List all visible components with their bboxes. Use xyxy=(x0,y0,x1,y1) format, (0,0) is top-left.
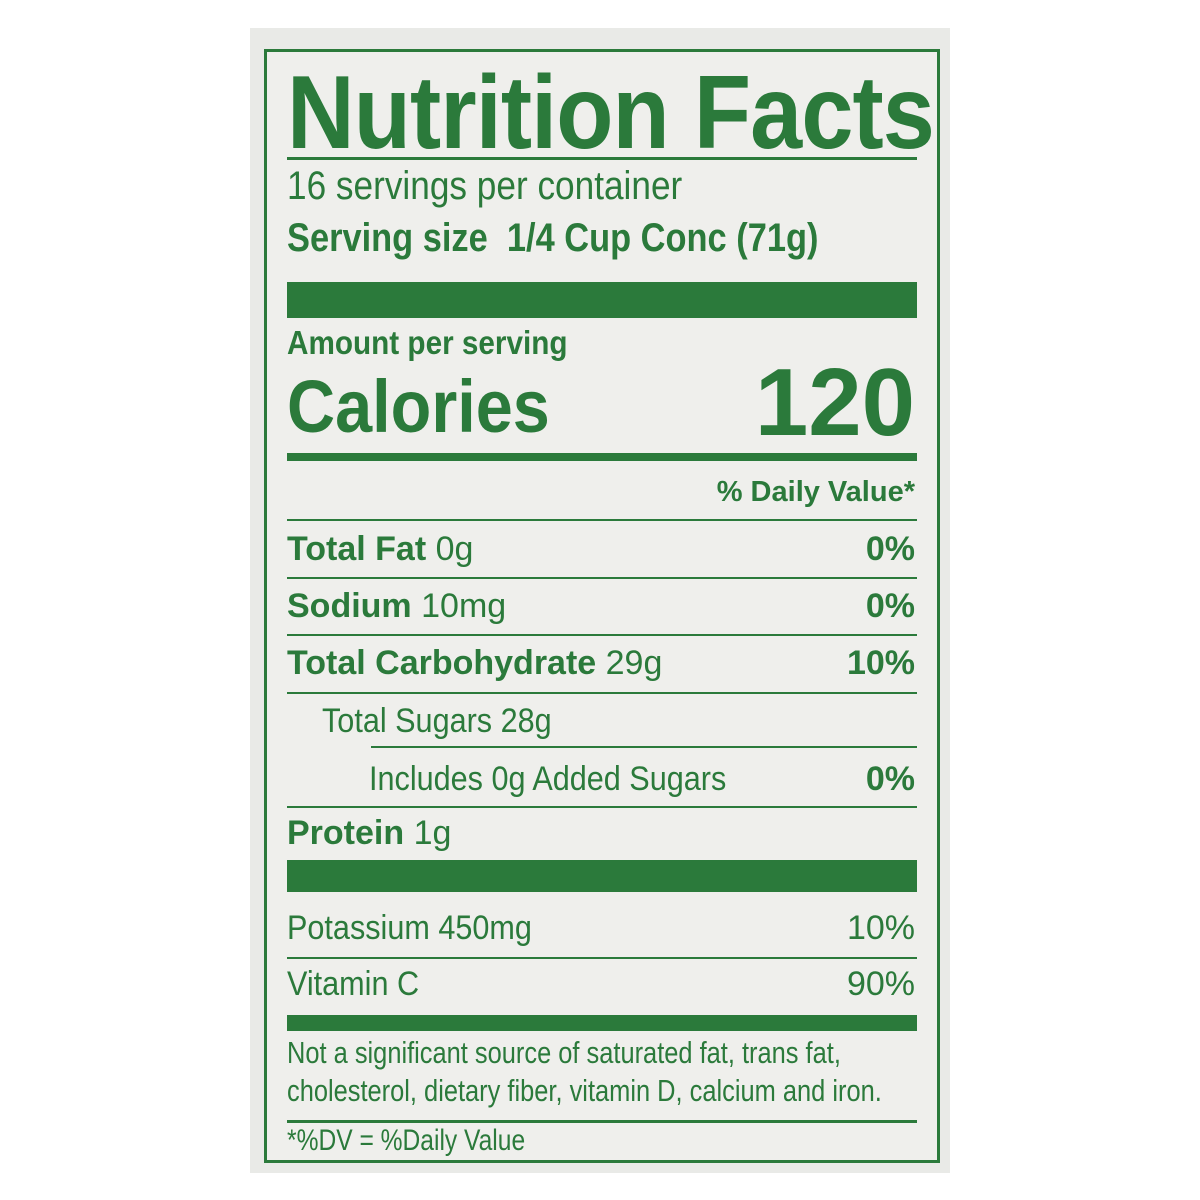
footnote-text: cholesterol, dietary fiber, vitamin D, c… xyxy=(287,1073,882,1108)
nutrition-facts-label: Nutrition Facts 16 servings per containe… xyxy=(264,49,940,1163)
dv-note-text: *%DV = %Daily Value xyxy=(287,1124,526,1157)
vitamin-dv: 10% xyxy=(846,909,915,947)
serving-size-value: 1/4 Cup Conc (71g) xyxy=(506,216,819,260)
nutrient-row-added-sugars: Includes 0g Added Sugars xyxy=(369,760,766,799)
nutrient-row-sodium: Sodium 10mg xyxy=(287,587,506,626)
nutrient-amount: 1g xyxy=(413,814,452,852)
nutrient-amount: 10mg xyxy=(421,587,507,625)
nutrient-name: Total Carbohydrate xyxy=(287,644,597,682)
nutrient-amount: 0g xyxy=(435,530,474,568)
nutrient-amount: 29g xyxy=(605,644,663,682)
thick-bar xyxy=(287,1015,917,1031)
divider xyxy=(287,1120,917,1123)
daily-value-header: % Daily Value* xyxy=(716,476,915,508)
nutrient-dv: 0% xyxy=(865,530,915,568)
calories-value: 120 xyxy=(754,349,915,456)
calories-label-text: Calories xyxy=(287,365,550,448)
dv-note: *%DV = %Daily Value xyxy=(287,1124,577,1158)
serving-size: Serving size 1/4 Cup Conc (71g) xyxy=(287,216,905,261)
divider xyxy=(287,634,917,636)
divider xyxy=(287,692,917,694)
divider xyxy=(371,746,917,748)
vitamin-name: Potassium 450mg xyxy=(287,909,532,947)
divider xyxy=(287,806,917,808)
amount-per-serving: Amount per serving xyxy=(287,324,599,362)
nutrient-row-total-sugars: Total Sugars 28g xyxy=(322,702,577,741)
nutrient-dv: 0% xyxy=(865,587,915,625)
nutrient-row-protein: Protein 1g xyxy=(287,814,451,853)
nutrient-name: Total Sugars 28g xyxy=(322,702,552,740)
vitamin-row-vitamin-c: Vitamin C xyxy=(287,965,434,1004)
nutrient-name: Protein xyxy=(287,814,405,852)
nutrient-row-total-carbohydrate: Total Carbohydrate 29g xyxy=(287,644,662,683)
nutrient-row-total-fat: Total Fat 0g xyxy=(287,530,473,569)
calories-label: Calories xyxy=(287,364,579,449)
vitamin-row-potassium: Potassium 450mg xyxy=(287,909,559,948)
footnote-line-1: Not a significant source of saturated fa… xyxy=(287,1035,962,1071)
nutrient-dv: 0% xyxy=(865,760,915,798)
thick-bar xyxy=(287,860,917,892)
title-text: Nutrition Facts xyxy=(287,55,935,171)
vitamin-dv: 90% xyxy=(846,965,915,1003)
servings-text: 16 servings per container xyxy=(287,164,683,208)
vitamin-name: Vitamin C xyxy=(287,965,420,1003)
footnote-line-2: cholesterol, dietary fiber, vitamin D, c… xyxy=(287,1073,1012,1109)
nutrient-dv: 10% xyxy=(846,644,915,682)
nutrient-name: Total Fat xyxy=(287,530,427,568)
divider xyxy=(287,957,917,959)
amount-per-serving-text: Amount per serving xyxy=(287,324,568,361)
nutrient-name: Sodium xyxy=(287,587,412,625)
servings-per-container: 16 servings per container xyxy=(287,164,736,209)
divider xyxy=(287,577,917,579)
divider xyxy=(287,157,917,160)
divider xyxy=(287,519,917,521)
thick-bar xyxy=(287,282,917,318)
footnote-text: Not a significant source of saturated fa… xyxy=(287,1035,841,1070)
title: Nutrition Facts xyxy=(287,54,1006,173)
serving-size-label: Serving size xyxy=(287,216,488,260)
divider-thick xyxy=(287,453,917,461)
nutrient-name: Includes 0g Added Sugars xyxy=(369,760,727,798)
